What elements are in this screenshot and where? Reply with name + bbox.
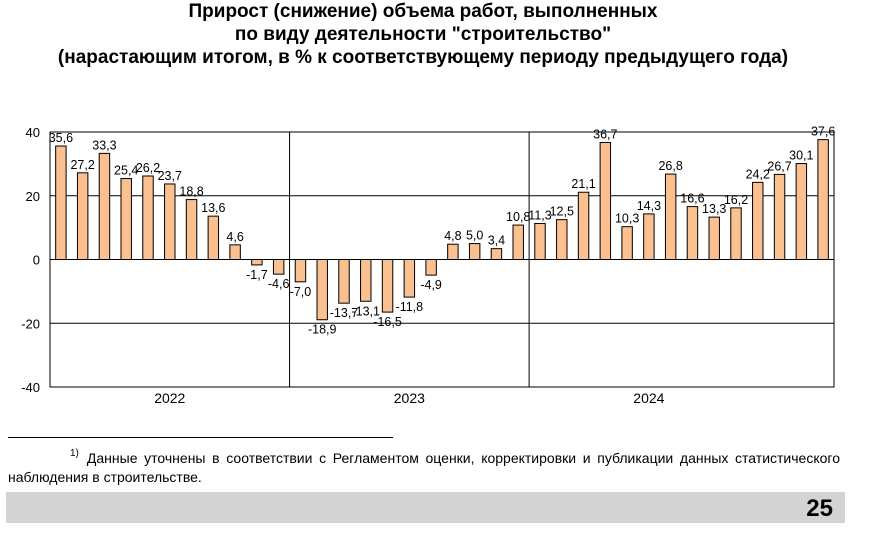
plot-area-border xyxy=(49,131,835,388)
bar xyxy=(98,152,111,261)
data-label: -18,9 xyxy=(308,323,337,337)
bar xyxy=(490,248,503,261)
data-label: 30,1 xyxy=(789,149,813,163)
bar xyxy=(556,219,568,260)
bar xyxy=(730,207,742,261)
bar xyxy=(338,259,350,304)
bar xyxy=(512,224,524,260)
bar xyxy=(686,206,699,260)
data-label: 10,8 xyxy=(506,210,530,224)
bar xyxy=(381,259,394,313)
data-label: 4,8 xyxy=(444,229,461,243)
bar xyxy=(773,173,786,260)
data-label: -7,0 xyxy=(290,285,312,299)
data-label: 14,3 xyxy=(637,199,661,213)
bar xyxy=(425,259,437,276)
bar xyxy=(207,215,220,260)
data-label: -1,7 xyxy=(246,268,268,282)
chart-title: Прирост (снижение) объема работ, выполне… xyxy=(0,0,846,69)
y-tick-label: 20 xyxy=(26,189,40,204)
data-label: 18,8 xyxy=(179,185,203,199)
bar xyxy=(120,178,132,260)
data-label: 25,4 xyxy=(114,164,138,178)
title-line-1: Прирост (снижение) объема работ, выполне… xyxy=(188,1,658,22)
data-label: 11,3 xyxy=(528,208,551,222)
bar xyxy=(185,199,198,260)
bar xyxy=(534,222,546,260)
data-label: 23,7 xyxy=(158,169,182,183)
data-label: 13,3 xyxy=(702,202,726,216)
x-group-label: 2024 xyxy=(633,390,664,406)
bar xyxy=(817,139,829,260)
footnote: 1) Данные уточнены в соответствии с Регла… xyxy=(8,444,840,487)
y-tick-label: -40 xyxy=(21,380,40,395)
data-label: 26,2 xyxy=(136,161,160,175)
bar xyxy=(468,243,481,260)
data-label: 4,6 xyxy=(226,230,243,244)
bar xyxy=(142,175,154,260)
data-label: -11,8 xyxy=(396,300,424,314)
footnote-text: Данные уточнены в соответствии с Регламе… xyxy=(8,450,840,485)
bar xyxy=(403,259,416,298)
data-label: 27,2 xyxy=(70,158,94,172)
bar xyxy=(294,259,307,283)
bar xyxy=(164,183,176,260)
data-label: 16,2 xyxy=(724,193,748,207)
bar xyxy=(599,142,612,260)
y-tick-label: 0 xyxy=(33,253,40,268)
footnote-marker: 1) xyxy=(70,448,79,459)
data-label: -13,1 xyxy=(352,304,381,318)
data-label: 10,3 xyxy=(615,212,639,226)
title-line-3: (нарастающим итогом, в % к соответствующ… xyxy=(57,47,789,68)
x-group-label: 2022 xyxy=(154,390,185,406)
data-label: 5,0 xyxy=(466,229,483,243)
bar xyxy=(643,213,655,260)
y-tick-label: -20 xyxy=(21,316,40,331)
data-label: 37,6 xyxy=(811,125,835,139)
bar xyxy=(752,181,764,260)
footnote-divider xyxy=(8,437,393,438)
data-label: 26,8 xyxy=(658,159,682,173)
bar xyxy=(795,163,808,260)
x-group-label: 2023 xyxy=(394,390,425,406)
data-label: 21,1 xyxy=(571,177,595,191)
data-label: 16,6 xyxy=(680,192,704,206)
bar xyxy=(251,259,263,266)
y-tick-label: 40 xyxy=(26,125,40,140)
data-label: 3,4 xyxy=(488,234,505,248)
bar xyxy=(316,259,328,321)
data-label: 36,7 xyxy=(593,128,617,142)
data-label: 12,5 xyxy=(550,205,574,219)
bar xyxy=(229,244,241,260)
bar xyxy=(708,216,720,260)
bar xyxy=(577,191,590,260)
data-label: -4,9 xyxy=(420,278,442,292)
data-label: -16,5 xyxy=(373,315,402,329)
bar xyxy=(76,172,89,260)
bar xyxy=(621,226,633,260)
page-footer-bar: 25 xyxy=(6,492,845,523)
data-label: 13,6 xyxy=(201,201,225,215)
bar xyxy=(360,259,372,302)
data-label: -13,7 xyxy=(330,306,359,320)
page-number: 25 xyxy=(806,495,833,522)
data-label: 35,6 xyxy=(49,131,73,145)
data-label: 26,7 xyxy=(767,159,791,173)
title-line-2: по виду деятельности "строительство" xyxy=(234,24,612,45)
bar xyxy=(55,145,67,260)
data-label: -4,6 xyxy=(268,277,290,291)
bar xyxy=(272,259,285,275)
data-label: 33,3 xyxy=(92,138,116,152)
data-label: 24,2 xyxy=(746,167,770,181)
bar xyxy=(664,173,677,261)
bar xyxy=(447,243,459,260)
